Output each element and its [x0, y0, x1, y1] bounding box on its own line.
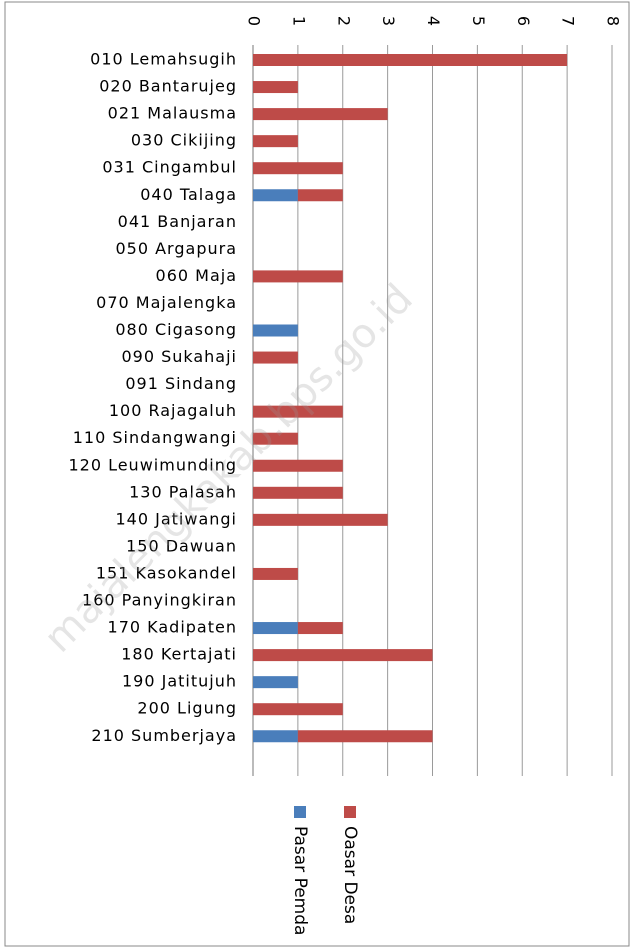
bar [253, 189, 298, 202]
bar [253, 81, 298, 94]
bar [253, 486, 343, 499]
category-label: 150 Dawuan [126, 536, 237, 555]
category-label: 160 Panyingkiran [82, 591, 237, 610]
category-label: 031 Cingambul [102, 158, 237, 177]
category-label: 050 Argapura [115, 239, 237, 258]
bar [253, 54, 568, 66]
bar [253, 405, 343, 418]
x-tick-label: 3 [379, 16, 398, 26]
bar [253, 135, 298, 148]
category-label: 041 Banjaran [118, 212, 237, 231]
bar [253, 622, 298, 635]
bar [253, 567, 298, 580]
bar [253, 324, 298, 337]
category-label: 040 Talaga [140, 185, 237, 204]
category-label: 170 Kadipaten [108, 618, 237, 637]
x-tick-label: 4 [424, 16, 443, 26]
bar [253, 459, 343, 472]
category-label: 100 Rajagaluh [109, 401, 237, 420]
category-label: 180 Kertajati [121, 645, 237, 664]
category-label: 080 Cigasong [115, 320, 237, 339]
category-label: 090 Sukahaji [121, 347, 237, 366]
category-label: 060 Maja [156, 266, 237, 285]
bar [253, 513, 388, 526]
bar [253, 703, 343, 716]
category-label: 010 Lemahsugih [90, 50, 237, 69]
x-tick-label: 1 [289, 16, 308, 26]
category-label: 130 Palasah [129, 482, 237, 501]
bar [253, 162, 343, 175]
x-tick-label: 2 [334, 16, 353, 26]
bar [297, 622, 343, 635]
bar [253, 432, 298, 445]
bar [253, 730, 298, 743]
bar [253, 351, 298, 364]
category-label: 140 Jatiwangi [116, 509, 238, 528]
category-label: 030 Cikijing [131, 131, 237, 150]
category-label: 091 Sindang [125, 374, 237, 393]
category-label: 190 Jatitujuh [122, 672, 237, 691]
category-label: 110 Sindangwangi [73, 428, 237, 447]
legend-swatch [344, 806, 356, 818]
category-label: 070 Majalengka [96, 293, 237, 312]
bar [253, 270, 343, 283]
bar [297, 189, 343, 202]
frame [4, 1, 630, 947]
category-label: 210 Sumberjaya [91, 726, 237, 745]
category-label: 021 Malausma [108, 104, 237, 123]
bar [297, 730, 433, 743]
category-label: 020 Bantarujeg [99, 77, 237, 96]
bar [253, 108, 388, 121]
x-tick-label: 6 [514, 16, 533, 26]
category-label: 200 Ligung [137, 699, 237, 718]
category-label: 120 Leuwimunding [68, 455, 237, 474]
category-label: 151 Kasokandel [96, 563, 237, 582]
legend-swatch [294, 806, 306, 818]
bar [253, 649, 433, 662]
x-tick-label: 7 [559, 16, 578, 26]
x-tick-label: 0 [245, 16, 264, 26]
x-tick-label: 5 [469, 16, 488, 26]
x-tick-label: 8 [604, 16, 623, 26]
bar [253, 676, 298, 689]
legend-label: Oasar Desa [340, 826, 360, 924]
legend-label: Pasar Pemda [290, 826, 310, 935]
